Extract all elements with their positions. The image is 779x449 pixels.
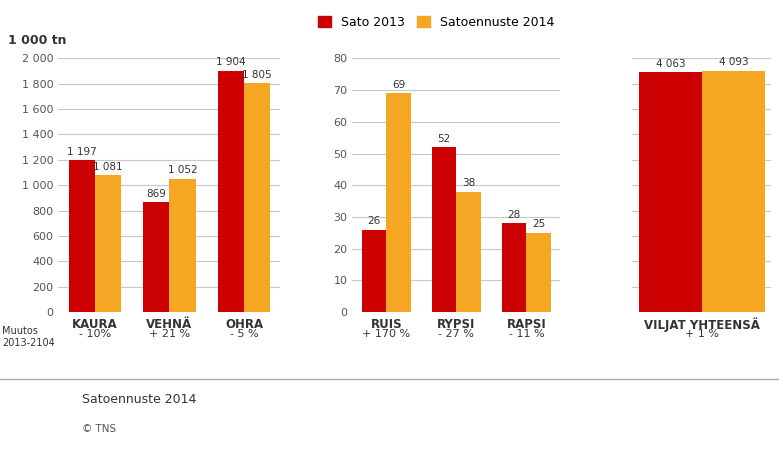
Bar [502,223,527,312]
Text: - 5 %: - 5 % [230,329,259,339]
Bar [639,72,702,312]
Text: 26: 26 [368,216,381,226]
Text: + 1 %: + 1 % [685,329,719,339]
Text: 1 904: 1 904 [217,57,246,67]
Text: TNS: TNS [17,408,51,423]
Text: 1 081: 1 081 [93,162,122,172]
Text: + 21 %: + 21 % [149,329,190,339]
Bar [527,233,551,312]
Text: © TNS: © TNS [82,424,116,434]
Text: 69: 69 [392,80,405,90]
Text: 28: 28 [508,210,521,220]
Text: 25: 25 [532,220,545,229]
Text: - 11 %: - 11 % [509,329,545,339]
Text: Satoennuste 2014: Satoennuste 2014 [82,393,196,406]
Bar [244,83,270,312]
Bar [169,179,196,312]
Bar [218,70,244,312]
Text: - 27 %: - 27 % [439,329,474,339]
Text: 1 197: 1 197 [67,147,97,157]
Text: 1 052: 1 052 [167,165,197,175]
Text: 1 805: 1 805 [242,70,272,80]
Text: 52: 52 [438,134,451,144]
Text: + 170 %: + 170 % [362,329,411,339]
Legend: Sato 2013, Satoennuste 2014: Sato 2013, Satoennuste 2014 [313,11,559,34]
Bar [386,93,411,312]
Bar [362,229,386,312]
Text: 38: 38 [462,178,475,188]
Text: 869: 869 [146,189,166,198]
Bar [456,192,481,312]
Text: 4 093: 4 093 [718,57,748,67]
Bar [69,160,95,312]
Text: Muutos
2013-2104: Muutos 2013-2104 [2,326,55,348]
Text: 1 000 tn: 1 000 tn [8,34,66,47]
Text: - 10%: - 10% [79,329,111,339]
Bar [432,147,456,312]
Bar [702,70,765,312]
Text: 4 063: 4 063 [655,59,686,69]
Bar [143,202,169,312]
Bar [95,175,121,312]
